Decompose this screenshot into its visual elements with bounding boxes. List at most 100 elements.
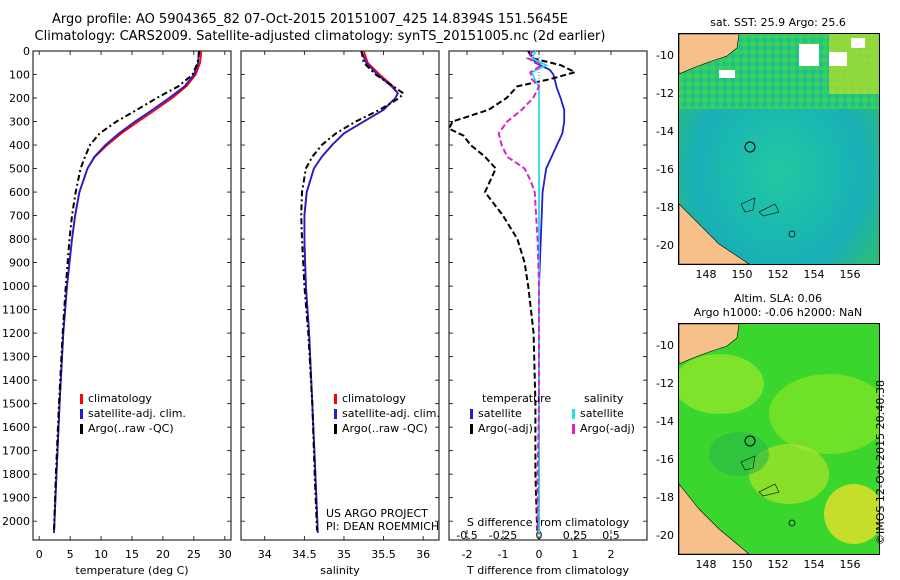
legend-t-argo: Argo(-adj) [478,422,533,435]
x-tick-label: 5 [67,548,74,561]
map2-title: Altim. SLA: 0.06 Argo h1000: -0.06 h2000… [678,292,878,320]
legend-temperature-title: temperature [482,392,552,405]
title-line-1: Argo profile: AO 5904365_82 07-Oct-2015 … [51,12,568,27]
map1-lon-tick: 152 [767,268,789,281]
s-tick-label: 0.5 [602,529,620,542]
salinity-legend: climatology satellite-adj. clim. Argo(..… [334,391,440,436]
argo-swatch [334,423,337,434]
sst-map [678,33,880,265]
y-tick-label: 1100 [2,304,30,317]
legend-satellite-adj: satellite-adj. clim. [342,407,440,420]
temperature-legend: climatology satellite-adj. clim. Argo(..… [80,391,186,436]
s-tick-label: -0.25 [489,529,517,542]
map1-lon-tick: 156 [839,268,861,281]
legend-climatology: climatology [342,392,406,405]
x-axis-label-differences: T difference from climatology [466,564,629,577]
map2-title-line2: Argo h1000: -0.06 h2000: NaN [693,306,863,319]
title-line-2: Climatology: CARS2009. Satellite-adjuste… [34,29,606,44]
y-tick-label: 500 [9,163,30,176]
y-tick-label: 900 [9,257,30,270]
series-line-argo-raw-qc- [300,50,405,531]
legend-argo: Argo(..raw -QC) [88,422,174,435]
x-tick-label: 10 [94,548,108,561]
series-line-argo-raw-qc- [53,50,201,531]
t-satellite-swatch [470,408,473,419]
pi-name: PI: DEAN ROEMMICH [326,520,440,533]
t-argo-swatch [470,423,473,434]
x-tick-label: 30 [218,548,232,561]
temperature-panel: 0100200300400500600700800900100011001200… [2,45,232,577]
y-tick-label: 600 [9,186,30,199]
y-tick-label: 2000 [2,515,30,528]
x-tick-label: 20 [156,548,170,561]
map1-lat-tick: -12 [656,87,674,100]
s-tick-label: 0.25 [563,529,588,542]
x-tick-label: 2 [608,548,615,561]
legend-s-satellite: satellite [580,407,624,420]
legend-t-satellite: satellite [478,407,522,420]
x-axis-label-temperature: temperature (deg C) [75,564,188,577]
y-tick-label: 100 [9,69,30,82]
y-tick-label: 0 [23,45,30,58]
plot-frame-salinity [240,50,440,541]
y-tick-label: 300 [9,116,30,129]
y-tick-label: 700 [9,210,30,223]
y-tick-label: 1400 [2,374,30,387]
salinity-panel: 34 34.5 35 35.5 36 salinity [240,50,440,577]
map2-title-line1: Altim. SLA: 0.06 [733,292,823,305]
legend-satellite-adj: satellite-adj. clim. [88,407,186,420]
sla-map [678,323,880,555]
map2-lat-tick: -18 [656,491,674,504]
map2-lon-tick: 154 [803,558,825,571]
y-tick-label: 800 [9,233,30,246]
s-tick-label: -0.5 [456,529,477,542]
x-axis-label-2: S difference from climatology [467,516,630,529]
y-tick-label: 1300 [2,351,30,364]
x-tick-label: 35.5 [371,548,396,561]
map2-lat-tick: -20 [656,529,674,542]
y-tick-label: 1600 [2,421,30,434]
project-annotation: US ARGO PROJECT PI: DEAN ROEMMICH [326,507,439,533]
satellite-swatch [80,408,83,419]
x-tick-label: 36 [416,548,430,561]
legend-argo: Argo(..raw -QC) [342,422,428,435]
series-line-t-satellite [527,50,566,533]
map1-lat-tick: -16 [656,163,674,176]
map2-lon-tick: 156 [839,558,861,571]
map2-lon-tick: 152 [767,558,789,571]
map1-title: sat. SST: 25.9 Argo: 25.6 [710,16,846,29]
y-tick-label: 1200 [2,327,30,340]
diff-salinity-legend: salinity satellite Argo(-adj) [572,391,635,436]
map2-lat-tick: -16 [656,453,674,466]
x-tick-label: 0 [536,548,543,561]
x-tick-label: 0 [36,548,43,561]
y-tick-label: 200 [9,92,30,105]
x-tick-label: 25 [187,548,201,561]
x-tick-label: 15 [125,548,139,561]
climatology-swatch [334,393,337,404]
map2-lon-tick: 150 [731,558,753,571]
y-tick-label: 1700 [2,445,30,458]
x-tick-label: 35 [337,548,351,561]
map1-lon-tick: 148 [695,268,717,281]
map2-lat-tick: -14 [656,415,674,428]
map1-lon-tick: 154 [803,268,825,281]
map2-lon-tick: 148 [695,558,717,571]
difference-panel: -2 -1 0 1 2 T difference from climatology -0.5… [447,50,648,577]
y-tick-label: 1500 [2,398,30,411]
project-name: US ARGO PROJECT [326,507,428,520]
x-tick-label: 34 [258,548,272,561]
s-tick-label: 0 [536,529,543,542]
legend-salinity-title: salinity [584,392,624,405]
sst-map-canvas [679,34,879,264]
x-tick-label: -2 [462,548,473,561]
y-tick-label: 1000 [2,280,30,293]
diff-temperature-legend: temperature satellite Argo(-adj) [470,391,551,436]
climatology-swatch [80,393,83,404]
map1-lat-tick: -18 [656,201,674,214]
legend-climatology: climatology [88,392,152,405]
timestamp: ©IMOS 12-Oct-2015 20:40:38 [874,379,887,545]
map1-lon-tick: 150 [731,268,753,281]
y-tick-label: 400 [9,139,30,152]
